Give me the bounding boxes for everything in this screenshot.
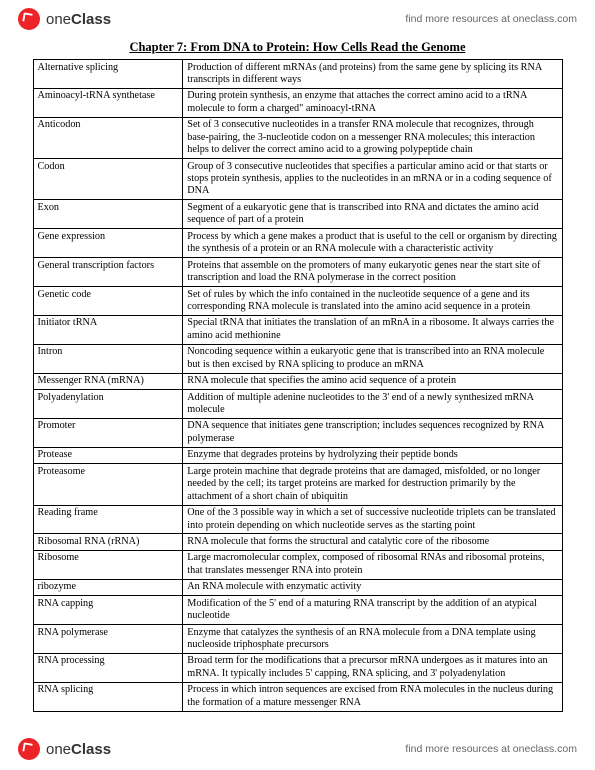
table-row: RNA polymeraseEnzyme that catalyzes the … bbox=[33, 625, 562, 654]
definition-cell: During protein synthesis, an enzyme that… bbox=[183, 88, 562, 117]
glossary-body: Alternative splicingProduction of differ… bbox=[33, 60, 562, 712]
definition-cell: Large macromolecular complex, composed o… bbox=[183, 550, 562, 579]
chapter-title: Chapter 7: From DNA to Protein: How Cell… bbox=[0, 40, 595, 55]
table-row: Ribosomal RNA (rRNA)RNA molecule that fo… bbox=[33, 534, 562, 550]
term-cell: Polyadenylation bbox=[33, 390, 183, 419]
brand-logo: oneClass bbox=[18, 8, 111, 30]
table-row: IntronNoncoding sequence within a eukary… bbox=[33, 344, 562, 373]
definition-cell: Large protein machine that degrade prote… bbox=[183, 464, 562, 505]
table-row: RNA processingBroad term for the modific… bbox=[33, 653, 562, 682]
table-row: AnticodonSet of 3 consecutive nucleotide… bbox=[33, 117, 562, 158]
logo-one-footer: one bbox=[46, 741, 71, 758]
page-header: oneClass find more resources at oneclass… bbox=[0, 0, 595, 34]
footer-tagline: find more resources at oneclass.com bbox=[405, 743, 577, 755]
logo-class-footer: Class bbox=[71, 741, 111, 758]
term-cell: Initiator tRNA bbox=[33, 315, 183, 344]
term-cell: Codon bbox=[33, 159, 183, 200]
definition-cell: Enzyme that degrades proteins by hydroly… bbox=[183, 447, 562, 463]
term-cell: Genetic code bbox=[33, 287, 183, 316]
term-cell: Protease bbox=[33, 447, 183, 463]
term-cell: Exon bbox=[33, 200, 183, 229]
logo-one: one bbox=[46, 11, 71, 28]
table-row: Messenger RNA (mRNA)RNA molecule that sp… bbox=[33, 373, 562, 389]
definition-cell: Group of 3 consecutive nucleotides that … bbox=[183, 159, 562, 200]
term-cell: RNA processing bbox=[33, 653, 183, 682]
definition-cell: Process in which intron sequences are ex… bbox=[183, 682, 562, 711]
table-row: ribozymeAn RNA molecule with enzymatic a… bbox=[33, 579, 562, 595]
term-cell: Ribosome bbox=[33, 550, 183, 579]
glossary-table: Alternative splicingProduction of differ… bbox=[33, 59, 563, 712]
term-cell: Proteasome bbox=[33, 464, 183, 505]
definition-cell: DNA sequence that initiates gene transcr… bbox=[183, 418, 562, 447]
definition-cell: Production of different mRNAs (and prote… bbox=[183, 60, 562, 89]
logo-class: Class bbox=[71, 11, 111, 28]
term-cell: RNA capping bbox=[33, 596, 183, 625]
table-row: CodonGroup of 3 consecutive nucleotides … bbox=[33, 159, 562, 200]
table-row: RNA splicingProcess in which intron sequ… bbox=[33, 682, 562, 711]
definition-cell: RNA molecule that forms the structural a… bbox=[183, 534, 562, 550]
table-row: PolyadenylationAddition of multiple aden… bbox=[33, 390, 562, 419]
definition-cell: Set of rules by which the info contained… bbox=[183, 287, 562, 316]
header-tagline: find more resources at oneclass.com bbox=[405, 13, 577, 25]
definition-cell: One of the 3 possible way in which a set… bbox=[183, 505, 562, 534]
definition-cell: Addition of multiple adenine nucleotides… bbox=[183, 390, 562, 419]
term-cell: Ribosomal RNA (rRNA) bbox=[33, 534, 183, 550]
term-cell: Reading frame bbox=[33, 505, 183, 534]
definition-cell: RNA molecule that specifies the amino ac… bbox=[183, 373, 562, 389]
table-row: Aminoacyl-tRNA synthetaseDuring protein … bbox=[33, 88, 562, 117]
table-row: ProteasomeLarge protein machine that deg… bbox=[33, 464, 562, 505]
page-footer: oneClass find more resources at oneclass… bbox=[0, 732, 595, 770]
brand-logo-footer: oneClass bbox=[18, 738, 111, 760]
definition-cell: Modification of the 5' end of a maturing… bbox=[183, 596, 562, 625]
term-cell: RNA splicing bbox=[33, 682, 183, 711]
term-cell: Aminoacyl-tRNA synthetase bbox=[33, 88, 183, 117]
logo-mark-icon bbox=[18, 8, 40, 30]
logo-text-footer: oneClass bbox=[46, 741, 111, 758]
logo-mark-icon bbox=[18, 738, 40, 760]
table-row: PromoterDNA sequence that initiates gene… bbox=[33, 418, 562, 447]
term-cell: Alternative splicing bbox=[33, 60, 183, 89]
definition-cell: Set of 3 consecutive nucleotides in a tr… bbox=[183, 117, 562, 158]
table-row: ProteaseEnzyme that degrades proteins by… bbox=[33, 447, 562, 463]
table-row: Initiator tRNASpecial tRNA that initiate… bbox=[33, 315, 562, 344]
term-cell: ribozyme bbox=[33, 579, 183, 595]
table-row: Gene expressionProcess by which a gene m… bbox=[33, 229, 562, 258]
term-cell: RNA polymerase bbox=[33, 625, 183, 654]
table-row: RibosomeLarge macromolecular complex, co… bbox=[33, 550, 562, 579]
definition-cell: Process by which a gene makes a product … bbox=[183, 229, 562, 258]
definition-cell: Segment of a eukaryotic gene that is tra… bbox=[183, 200, 562, 229]
table-row: ExonSegment of a eukaryotic gene that is… bbox=[33, 200, 562, 229]
table-row: RNA cappingModification of the 5' end of… bbox=[33, 596, 562, 625]
table-row: Genetic codeSet of rules by which the in… bbox=[33, 287, 562, 316]
term-cell: Messenger RNA (mRNA) bbox=[33, 373, 183, 389]
definition-cell: Broad term for the modifications that a … bbox=[183, 653, 562, 682]
term-cell: General transcription factors bbox=[33, 258, 183, 287]
logo-text: oneClass bbox=[46, 11, 111, 28]
definition-cell: Enzyme that catalyzes the synthesis of a… bbox=[183, 625, 562, 654]
table-row: Reading frameOne of the 3 possible way i… bbox=[33, 505, 562, 534]
term-cell: Intron bbox=[33, 344, 183, 373]
definition-cell: Special tRNA that initiates the translat… bbox=[183, 315, 562, 344]
definition-cell: Proteins that assemble on the promoters … bbox=[183, 258, 562, 287]
table-row: Alternative splicingProduction of differ… bbox=[33, 60, 562, 89]
term-cell: Gene expression bbox=[33, 229, 183, 258]
definition-cell: An RNA molecule with enzymatic activity bbox=[183, 579, 562, 595]
term-cell: Promoter bbox=[33, 418, 183, 447]
term-cell: Anticodon bbox=[33, 117, 183, 158]
table-row: General transcription factorsProteins th… bbox=[33, 258, 562, 287]
definition-cell: Noncoding sequence within a eukaryotic g… bbox=[183, 344, 562, 373]
